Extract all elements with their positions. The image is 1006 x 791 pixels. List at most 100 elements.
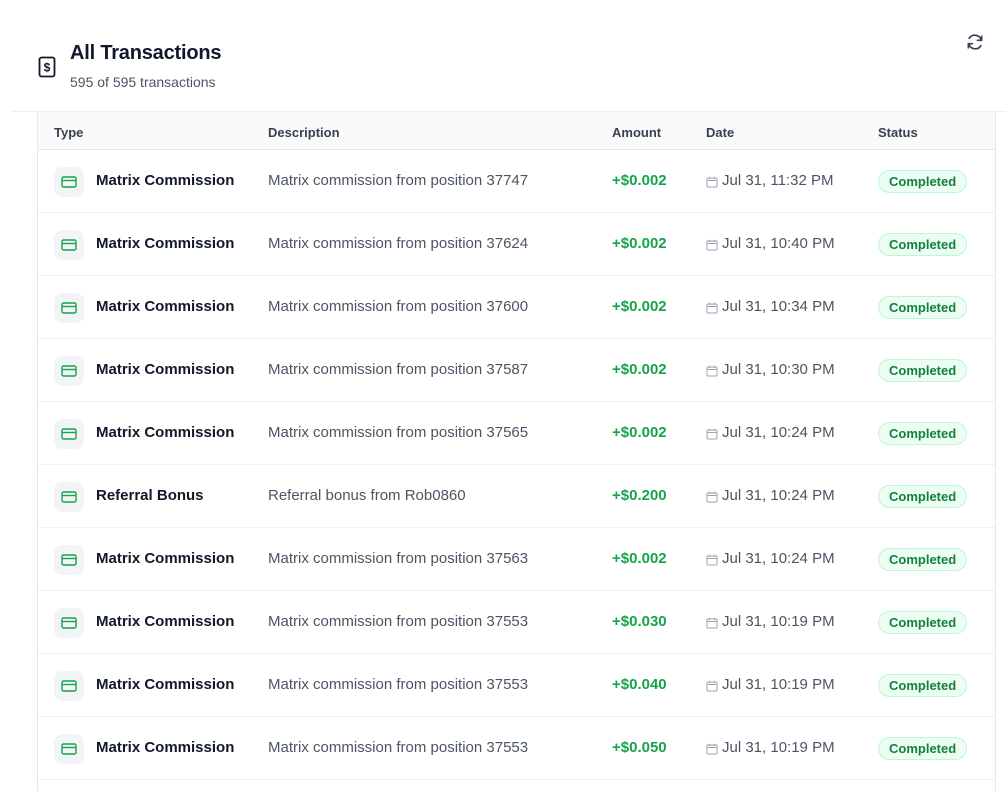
transaction-type: Matrix Commission	[96, 172, 235, 189]
transaction-amount: +$0.002	[612, 361, 667, 378]
calendar-icon	[706, 176, 718, 188]
credit-card-icon	[61, 365, 77, 377]
credit-card-icon	[61, 239, 77, 251]
calendar-icon	[706, 554, 718, 566]
dollar-receipt-icon: $	[38, 56, 56, 78]
table-row[interactable]: Matrix Commission Matrix commission from…	[38, 213, 995, 276]
table-row[interactable]: Matrix Commission Matrix commission from…	[38, 528, 995, 591]
credit-card-icon	[61, 680, 77, 692]
transaction-date: Jul 31, 10:34 PM	[722, 298, 835, 315]
transaction-date: Jul 31, 10:19 PM	[722, 739, 835, 756]
transaction-description: Matrix commission from position 37553	[268, 676, 529, 693]
transaction-type: Matrix Commission	[96, 676, 235, 693]
transaction-type: Matrix Commission	[96, 550, 235, 567]
type-icon-badge	[54, 482, 84, 512]
transaction-amount: +$0.002	[612, 424, 667, 441]
transaction-count: 595 of 595 transactions	[70, 74, 216, 90]
credit-card-icon	[61, 302, 77, 314]
transaction-description: Referral bonus from Rob0860	[268, 487, 466, 504]
transaction-type: Referral Bonus	[96, 487, 204, 504]
transaction-date: Jul 31, 11:32 PM	[722, 172, 834, 189]
transaction-amount: +$0.002	[612, 235, 667, 252]
status-badge: Completed	[878, 296, 968, 319]
table-row[interactable]: Matrix Commission Matrix commission from…	[38, 150, 995, 213]
table-row[interactable]: Matrix Commission Matrix commission from…	[38, 402, 995, 465]
transaction-type: Matrix Commission	[96, 361, 235, 378]
transaction-amount: +$0.002	[612, 298, 667, 315]
table-body: Matrix Commission Matrix commission from…	[38, 150, 995, 780]
transaction-amount: +$0.002	[612, 172, 667, 189]
calendar-icon	[706, 428, 718, 440]
column-header-description[interactable]: Description	[268, 125, 340, 140]
type-icon-badge	[54, 167, 84, 197]
column-header-type[interactable]: Type	[54, 125, 84, 140]
status-badge: Completed	[878, 674, 968, 697]
status-badge: Completed	[878, 233, 968, 256]
credit-card-icon	[61, 491, 77, 503]
table-row[interactable]: Matrix Commission Matrix commission from…	[38, 654, 995, 717]
transaction-amount: +$0.040	[612, 676, 667, 693]
transaction-amount: +$0.050	[612, 739, 667, 756]
transaction-type: Matrix Commission	[96, 613, 235, 630]
table-row[interactable]: Matrix Commission Matrix commission from…	[38, 591, 995, 654]
page-title: All Transactions	[70, 42, 222, 64]
transaction-description: Matrix commission from position 37600	[268, 298, 529, 315]
type-icon-badge	[54, 734, 84, 764]
calendar-icon	[706, 239, 718, 251]
transaction-date: Jul 31, 10:24 PM	[722, 550, 835, 567]
transaction-date: Jul 31, 10:40 PM	[722, 235, 835, 252]
transaction-description: Matrix commission from position 37624	[268, 235, 529, 252]
calendar-icon	[706, 680, 718, 692]
status-badge: Completed	[878, 485, 968, 508]
transaction-date: Jul 31, 10:24 PM	[722, 487, 835, 504]
table-row[interactable]: Referral Bonus Referral bonus from Rob08…	[38, 465, 995, 528]
type-icon-badge	[54, 293, 84, 323]
status-badge: Completed	[878, 611, 968, 634]
credit-card-icon	[61, 617, 77, 629]
transaction-description: Matrix commission from position 37587	[268, 361, 529, 378]
transaction-date: Jul 31, 10:19 PM	[722, 613, 835, 630]
transaction-description: Matrix commission from position 37553	[268, 739, 529, 756]
status-badge: Completed	[878, 422, 968, 445]
calendar-icon	[706, 365, 718, 377]
table-header: Type Description Amount Date Status	[38, 112, 995, 150]
type-icon-badge	[54, 545, 84, 575]
transaction-date: Jul 31, 10:19 PM	[722, 676, 835, 693]
transaction-type: Matrix Commission	[96, 739, 235, 756]
table-row[interactable]: Matrix Commission Matrix commission from…	[38, 276, 995, 339]
table-row[interactable]: Matrix Commission Matrix commission from…	[38, 339, 995, 402]
type-icon-badge	[54, 356, 84, 386]
calendar-icon	[706, 617, 718, 629]
transaction-description: Matrix commission from position 37565	[268, 424, 529, 441]
column-header-amount[interactable]: Amount	[612, 125, 662, 140]
calendar-icon	[706, 491, 718, 503]
transactions-table: Type Description Amount Date Status Matr…	[37, 112, 996, 791]
column-header-date[interactable]: Date	[706, 125, 735, 140]
svg-text:$: $	[44, 61, 51, 75]
transaction-description: Matrix commission from position 37553	[268, 613, 529, 630]
type-icon-badge	[54, 608, 84, 638]
status-badge: Completed	[878, 170, 968, 193]
page-header: $ All Transactions 595 of 595 transactio…	[12, 0, 1006, 112]
column-header-status[interactable]: Status	[878, 125, 918, 140]
transaction-type: Matrix Commission	[96, 424, 235, 441]
type-icon-badge	[54, 230, 84, 260]
credit-card-icon	[61, 176, 77, 188]
transaction-amount: +$0.030	[612, 613, 667, 630]
calendar-icon	[706, 743, 718, 755]
transaction-type: Matrix Commission	[96, 235, 235, 252]
status-badge: Completed	[878, 548, 968, 571]
status-badge: Completed	[878, 359, 968, 382]
type-icon-badge	[54, 419, 84, 449]
transaction-date: Jul 31, 10:24 PM	[722, 424, 835, 441]
table-row[interactable]: Matrix Commission Matrix commission from…	[38, 717, 995, 780]
transaction-amount: +$0.002	[612, 550, 667, 567]
refresh-icon[interactable]	[965, 32, 985, 52]
transaction-description: Matrix commission from position 37747	[268, 172, 529, 189]
credit-card-icon	[61, 554, 77, 566]
transaction-description: Matrix commission from position 37563	[268, 550, 529, 567]
status-badge: Completed	[878, 737, 968, 760]
credit-card-icon	[61, 428, 77, 440]
credit-card-icon	[61, 743, 77, 755]
transaction-type: Matrix Commission	[96, 298, 235, 315]
